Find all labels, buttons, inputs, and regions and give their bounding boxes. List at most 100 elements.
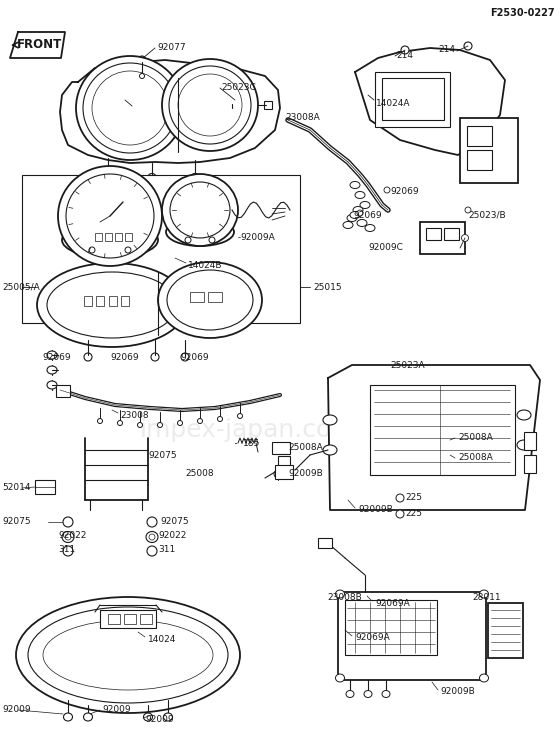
Text: 25008A: 25008A — [458, 433, 493, 442]
Ellipse shape — [347, 214, 357, 221]
Text: 25005/A: 25005/A — [2, 282, 40, 292]
Bar — [22, 175, 300, 323]
Ellipse shape — [138, 423, 142, 428]
Ellipse shape — [170, 182, 230, 238]
Ellipse shape — [148, 173, 156, 181]
Text: 92075: 92075 — [160, 518, 189, 526]
Bar — [140, 614, 152, 624]
Text: FRONT: FRONT — [17, 39, 62, 51]
Text: 311: 311 — [58, 545, 75, 555]
Ellipse shape — [335, 674, 344, 682]
Ellipse shape — [353, 206, 363, 213]
Ellipse shape — [66, 174, 154, 258]
Bar — [100, 610, 156, 628]
Ellipse shape — [465, 207, 471, 213]
Text: 92009: 92009 — [2, 705, 31, 714]
Text: 92009C: 92009C — [368, 243, 403, 252]
Text: 92009: 92009 — [145, 716, 174, 724]
Ellipse shape — [350, 181, 360, 189]
Ellipse shape — [335, 590, 344, 598]
Ellipse shape — [169, 66, 251, 144]
Ellipse shape — [209, 237, 215, 243]
Ellipse shape — [104, 173, 112, 181]
Ellipse shape — [146, 531, 158, 542]
Text: 92009B: 92009B — [358, 506, 393, 515]
Ellipse shape — [178, 74, 242, 136]
Bar — [426, 228, 441, 240]
Ellipse shape — [28, 607, 228, 703]
Ellipse shape — [158, 262, 262, 338]
Bar — [190, 292, 204, 302]
Bar — [264, 101, 272, 109]
Text: 23008: 23008 — [120, 411, 148, 420]
Bar — [444, 228, 459, 240]
Ellipse shape — [143, 713, 152, 721]
Ellipse shape — [365, 224, 375, 232]
Bar — [125, 233, 132, 241]
Text: 14024B: 14024B — [188, 260, 222, 270]
Ellipse shape — [63, 546, 73, 556]
Ellipse shape — [479, 590, 488, 598]
Ellipse shape — [384, 187, 390, 193]
Bar — [275, 465, 293, 479]
Ellipse shape — [355, 192, 365, 199]
Text: 92022: 92022 — [58, 531, 86, 539]
Ellipse shape — [151, 353, 159, 361]
Text: 14024: 14024 — [148, 635, 176, 645]
Bar — [278, 456, 290, 466]
Bar — [109, 296, 117, 306]
Text: 92009: 92009 — [102, 705, 130, 714]
Ellipse shape — [517, 440, 531, 450]
Bar — [338, 592, 486, 680]
Polygon shape — [355, 48, 505, 155]
Text: 25023C: 25023C — [221, 83, 256, 91]
Ellipse shape — [382, 691, 390, 697]
Text: 25008A: 25008A — [288, 444, 323, 452]
Text: 92022: 92022 — [158, 531, 186, 539]
Bar — [115, 233, 122, 241]
Text: 23008A: 23008A — [285, 113, 320, 123]
Ellipse shape — [181, 353, 189, 361]
Bar — [420, 222, 465, 254]
Ellipse shape — [479, 674, 488, 682]
Ellipse shape — [47, 351, 57, 359]
Ellipse shape — [346, 691, 354, 697]
Bar — [318, 538, 332, 548]
Text: 25023A: 25023A — [390, 360, 424, 369]
Ellipse shape — [83, 63, 177, 153]
Bar — [105, 233, 112, 241]
Ellipse shape — [191, 173, 199, 181]
Ellipse shape — [89, 247, 95, 253]
Ellipse shape — [396, 510, 404, 518]
Ellipse shape — [63, 713, 72, 721]
Ellipse shape — [63, 517, 73, 527]
Ellipse shape — [62, 222, 158, 258]
Ellipse shape — [198, 419, 203, 423]
Ellipse shape — [62, 531, 74, 542]
Ellipse shape — [76, 56, 184, 160]
Ellipse shape — [464, 42, 472, 50]
Text: 214: 214 — [396, 50, 413, 59]
Text: 92069: 92069 — [42, 352, 71, 362]
Text: 214: 214 — [438, 45, 455, 55]
Text: 92009A: 92009A — [240, 233, 275, 243]
Bar — [124, 614, 136, 624]
Ellipse shape — [364, 691, 372, 697]
Ellipse shape — [97, 419, 102, 423]
Text: 23008B: 23008B — [327, 594, 362, 602]
Text: 225: 225 — [405, 509, 422, 518]
Text: 14024A: 14024A — [376, 99, 410, 107]
Text: 92009B: 92009B — [440, 687, 475, 697]
Ellipse shape — [167, 270, 253, 330]
Text: 185: 185 — [243, 439, 260, 447]
Bar — [467, 126, 492, 146]
Text: 92009B: 92009B — [288, 469, 323, 479]
Ellipse shape — [350, 211, 360, 219]
Bar — [35, 480, 55, 494]
Ellipse shape — [228, 105, 236, 112]
Bar — [460, 118, 518, 183]
Bar — [108, 614, 120, 624]
Ellipse shape — [323, 415, 337, 425]
Ellipse shape — [139, 74, 144, 78]
Bar — [272, 442, 290, 454]
